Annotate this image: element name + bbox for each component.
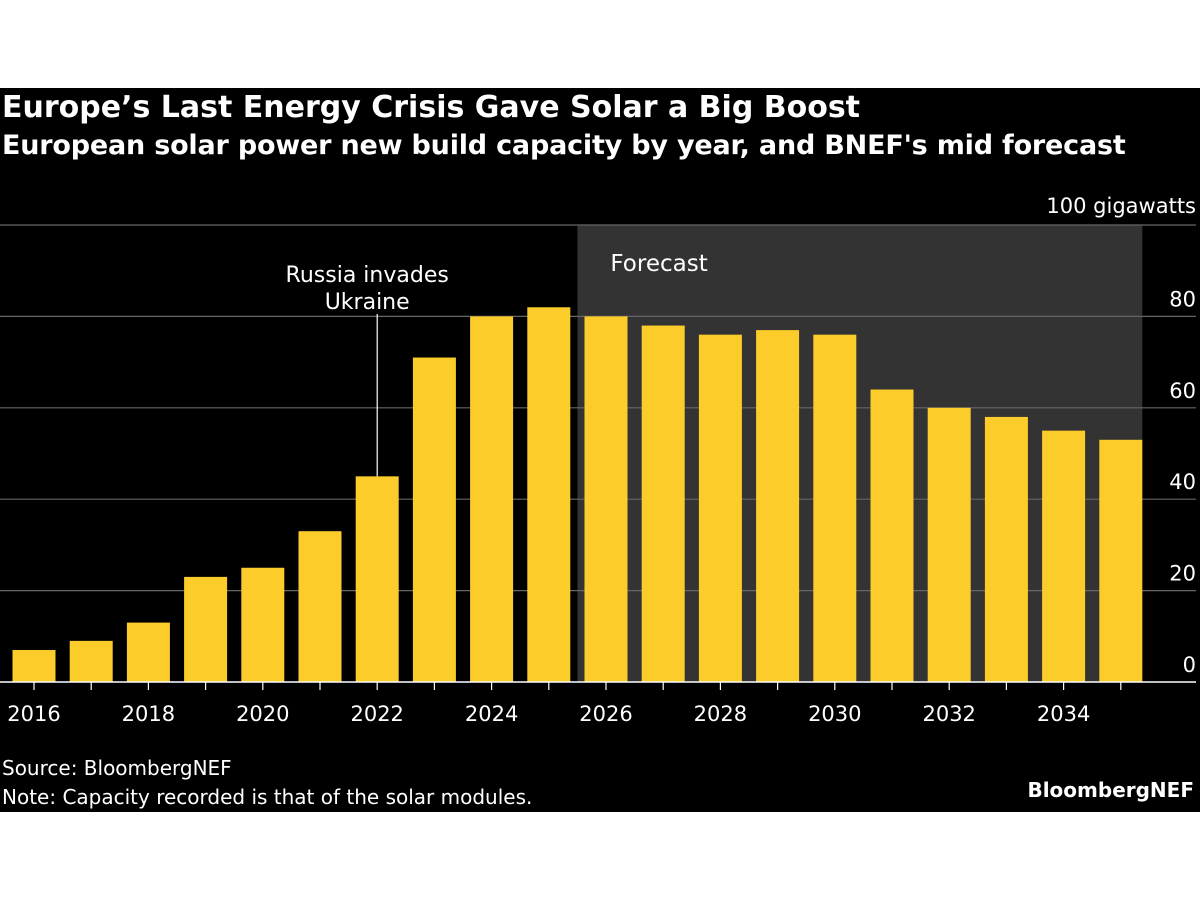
x-tick-label-2028: 2028	[694, 702, 747, 726]
x-tick-label-2016: 2016	[7, 702, 60, 726]
x-tick-label-2018: 2018	[122, 702, 175, 726]
x-tick-label-2024: 2024	[465, 702, 518, 726]
annotation-line-2: Ukraine	[325, 290, 410, 315]
bar-2029	[756, 330, 800, 682]
chart-title: Europe’s Last Energy Crisis Gave Solar a…	[2, 90, 861, 125]
bar-2024	[470, 316, 514, 682]
bar-2035	[1099, 439, 1143, 682]
y-tick-label-0: 0	[1183, 653, 1196, 677]
x-tick-label-2020: 2020	[236, 702, 289, 726]
unit-label: 100 gigawatts	[1046, 194, 1196, 218]
bar-2021	[298, 531, 342, 682]
bar-chart: Forecast 2016 2018 2020 2022 2024 2026 2028 2030…	[0, 194, 1196, 726]
chart-panel: Europe’s Last Energy Crisis Gave Solar a…	[0, 88, 1200, 812]
bar-2031	[870, 389, 914, 682]
x-tick-label-2032: 2032	[922, 702, 975, 726]
y-tick-label-40: 40	[1169, 470, 1196, 494]
chart-subtitle: European solar power new build capacity …	[2, 130, 1126, 161]
bar-2028	[698, 334, 742, 682]
bar-2032	[927, 407, 971, 682]
bar-2023	[412, 357, 456, 682]
bar-2016	[12, 650, 56, 682]
bar-2026	[584, 316, 628, 682]
x-tick-label-2030: 2030	[808, 702, 861, 726]
y-tick-label-60: 60	[1169, 379, 1196, 403]
bar-2020	[241, 567, 285, 682]
y-tick-label-20: 20	[1169, 562, 1196, 586]
bloombergnef-logo: BloombergNEF	[1027, 778, 1194, 802]
bar-2019	[184, 576, 228, 682]
annotation-line-1: Russia invades	[286, 263, 449, 288]
source-note: Source: BloombergNEF	[2, 756, 232, 780]
bar-2033	[984, 416, 1028, 682]
bar-2017	[69, 640, 113, 682]
bar-2027	[641, 325, 685, 682]
y-tick-label-80: 80	[1169, 287, 1196, 311]
bar-2030	[813, 334, 857, 682]
forecast-label: Forecast	[610, 251, 707, 277]
x-tick-label-2034: 2034	[1037, 702, 1090, 726]
x-tick-label-2026: 2026	[579, 702, 632, 726]
bar-2034	[1042, 430, 1086, 682]
bar-2018	[126, 622, 170, 682]
bar-2025	[527, 307, 571, 682]
x-tick-label-2022: 2022	[350, 702, 403, 726]
capacity-note: Note: Capacity recorded is that of the s…	[2, 785, 533, 809]
bar-2022	[355, 476, 399, 682]
